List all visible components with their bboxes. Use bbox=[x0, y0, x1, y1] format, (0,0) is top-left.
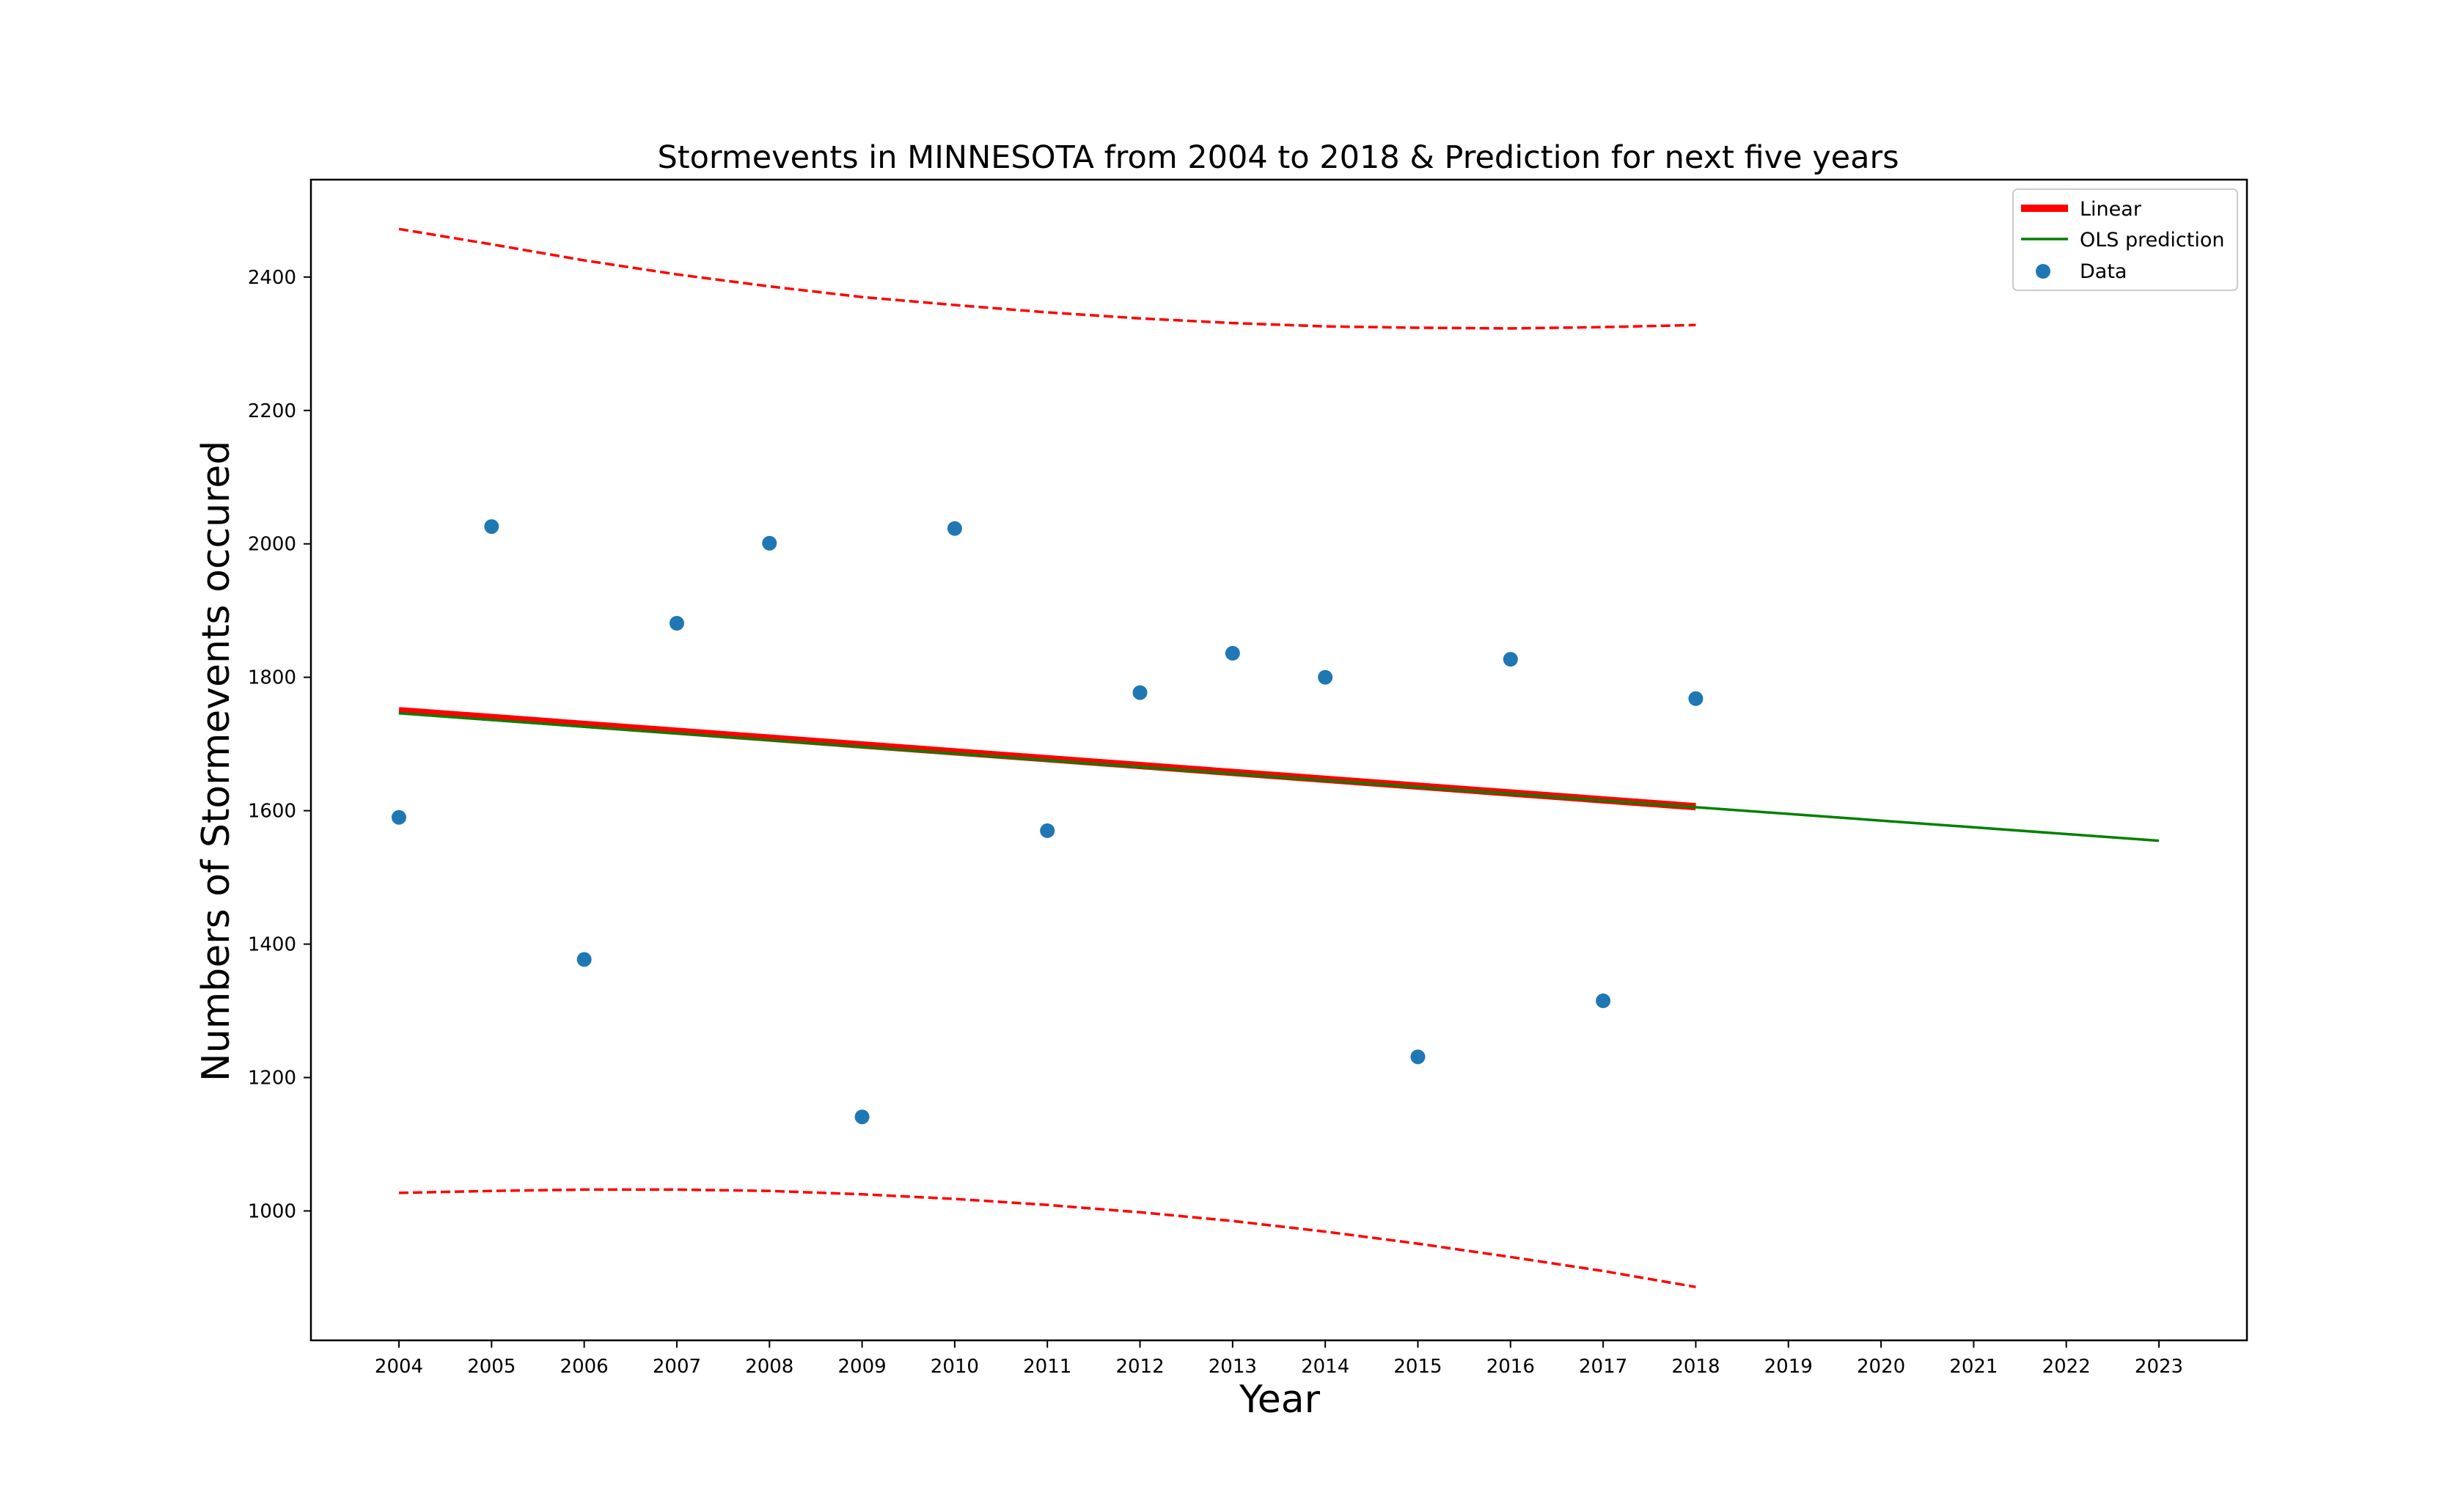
legend-data-swatch bbox=[2036, 264, 2050, 279]
data-point bbox=[1688, 691, 1704, 706]
x-tick-label: 2023 bbox=[2135, 1356, 2183, 1378]
data-point bbox=[1132, 685, 1148, 700]
x-axis-title: Year bbox=[1239, 1378, 1321, 1422]
legend-linear-label: Linear bbox=[2080, 198, 2142, 221]
y-tick-label: 2000 bbox=[248, 534, 296, 556]
data-point bbox=[1318, 669, 1333, 685]
data-point bbox=[854, 1109, 870, 1125]
y-tick-label: 1400 bbox=[248, 934, 296, 956]
x-tick-label: 2021 bbox=[1949, 1356, 1998, 1378]
data-point bbox=[392, 809, 406, 825]
legend-box bbox=[2012, 188, 2238, 291]
data-point bbox=[1040, 823, 1055, 838]
x-tick-label: 2011 bbox=[1023, 1356, 1071, 1378]
y-tick-label: 2200 bbox=[248, 400, 296, 422]
upper-bound-line bbox=[398, 227, 1696, 330]
x-tick-label: 2004 bbox=[375, 1356, 423, 1378]
plot-frame bbox=[309, 178, 2248, 1342]
x-tick-label: 2017 bbox=[1579, 1356, 1627, 1378]
data-point bbox=[484, 519, 499, 535]
data-point bbox=[669, 615, 684, 631]
x-tick-label: 2015 bbox=[1393, 1356, 1442, 1378]
lower-bound-line bbox=[398, 1188, 1696, 1288]
data-point bbox=[576, 952, 592, 967]
x-tick-label: 2022 bbox=[2042, 1356, 2091, 1378]
y-axis: 1000 1200 1400 1600 1800 2000 2200 2400 bbox=[248, 267, 311, 1223]
x-tick-label: 2013 bbox=[1209, 1356, 1257, 1378]
data-point bbox=[1225, 645, 1240, 661]
legend: Linear OLS prediction Data bbox=[2012, 188, 2238, 291]
x-tick-label: 2009 bbox=[837, 1356, 886, 1378]
legend-ols-label: OLS prediction bbox=[2080, 229, 2224, 251]
x-tick-label: 2006 bbox=[560, 1356, 609, 1378]
y-tick-label: 2400 bbox=[248, 267, 296, 289]
ols-prediction-line bbox=[398, 712, 2160, 842]
y-tick-label: 1000 bbox=[248, 1201, 296, 1223]
x-tick-label: 2007 bbox=[653, 1356, 701, 1378]
data-point bbox=[1503, 652, 1518, 667]
data-point bbox=[1410, 1049, 1426, 1065]
x-tick-label: 2019 bbox=[1764, 1356, 1813, 1378]
x-tick-label: 2012 bbox=[1115, 1356, 1164, 1378]
chart-title: Stormevents in MINNESOTA from 2004 to 20… bbox=[657, 139, 1899, 176]
x-tick-label: 2005 bbox=[467, 1356, 516, 1378]
x-axis: 2004 2005 2006 2007 2008 2009 2010 2011 2012 2013… bbox=[375, 1340, 2183, 1378]
y-tick-label: 1600 bbox=[248, 801, 296, 823]
x-tick-label: 2010 bbox=[931, 1356, 979, 1378]
y-tick-label: 1800 bbox=[248, 667, 296, 689]
data-point bbox=[762, 535, 777, 551]
y-axis-title: Numbers of Stormevents occured bbox=[194, 441, 238, 1082]
data-point bbox=[1596, 993, 1611, 1008]
x-tick-label: 2014 bbox=[1301, 1356, 1349, 1378]
legend-data-label: Data bbox=[2080, 260, 2127, 283]
plot-area bbox=[392, 227, 2160, 1288]
x-tick-label: 2020 bbox=[1857, 1356, 1905, 1378]
x-tick-label: 2018 bbox=[1671, 1356, 1720, 1378]
x-tick-label: 2016 bbox=[1486, 1356, 1535, 1378]
data-point bbox=[947, 521, 962, 536]
y-tick-label: 1200 bbox=[248, 1068, 296, 1090]
x-tick-label: 2008 bbox=[745, 1356, 793, 1378]
